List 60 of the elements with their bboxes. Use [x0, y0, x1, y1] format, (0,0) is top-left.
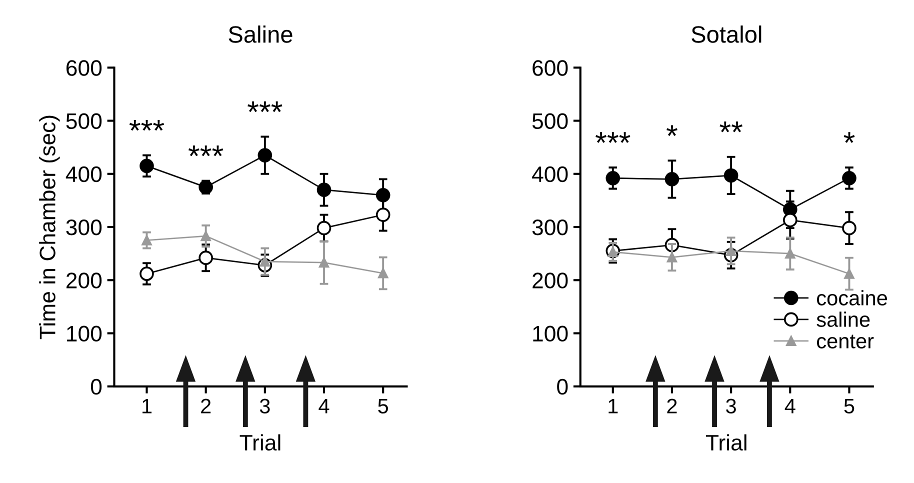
point	[782, 212, 798, 228]
y-tick-label: 500	[532, 113, 568, 130]
point	[376, 188, 390, 202]
x-tick-label: 2	[201, 398, 211, 414]
x-tick-label: 5	[844, 398, 854, 414]
point	[844, 268, 854, 279]
point	[785, 248, 796, 259]
x-tick-label: 4	[784, 398, 796, 414]
y-tick-label: 400	[532, 166, 568, 182]
x-tick-label: 4	[318, 398, 330, 414]
point	[200, 230, 211, 242]
data-label: *	[844, 132, 855, 143]
point	[842, 170, 856, 186]
data-label: ***	[248, 101, 282, 112]
point	[316, 182, 332, 197]
point	[606, 170, 620, 186]
point	[140, 266, 154, 281]
legend-label: center	[817, 334, 874, 348]
data-label: ***	[129, 120, 164, 131]
point	[198, 250, 213, 265]
point	[140, 158, 154, 174]
x-axis-title: Trial	[240, 434, 280, 451]
chart-title: Saline	[228, 26, 292, 43]
y-tick-label: 600	[532, 60, 568, 76]
point	[724, 168, 738, 183]
data-label: ***	[188, 145, 224, 156]
data-label: **	[720, 122, 742, 132]
point	[664, 172, 680, 186]
chart-title: Sotalol	[692, 26, 762, 43]
y-tick-label: 300	[532, 220, 568, 236]
y-tick-label: 200	[532, 272, 568, 288]
point	[376, 208, 390, 222]
y-tick-label: 0	[90, 378, 102, 395]
y-tick-label: 300	[66, 220, 102, 236]
point	[666, 252, 678, 262]
y-tick-label: 100	[67, 326, 102, 342]
x-tick-label: 2	[667, 398, 677, 414]
x-tick-label: 1	[608, 398, 618, 414]
y-tick-label: 0	[557, 378, 568, 395]
point	[142, 235, 152, 246]
legend-label: saline	[816, 312, 870, 327]
x-tick-label: 1	[142, 398, 152, 414]
y-tick-label: 100	[533, 326, 568, 342]
x-axis-title: Trial	[706, 434, 746, 451]
point	[378, 268, 388, 278]
y-tick-label: 600	[66, 60, 102, 76]
y-tick-label: 400	[66, 166, 102, 182]
legend-label: cocaine	[817, 290, 888, 306]
x-tick-label: 3	[260, 398, 270, 414]
y-tick-label: 200	[66, 272, 102, 288]
data-label: *	[666, 125, 678, 136]
x-tick-label: 3	[726, 398, 736, 414]
y-tick-label: 500	[66, 113, 102, 130]
point	[258, 148, 272, 162]
y-axis-title: Time in Chamber (sec)	[39, 116, 60, 340]
point	[318, 258, 330, 268]
point	[316, 220, 332, 236]
data-label: ***	[596, 132, 630, 143]
x-tick-label: 5	[378, 398, 388, 414]
point	[842, 220, 856, 236]
